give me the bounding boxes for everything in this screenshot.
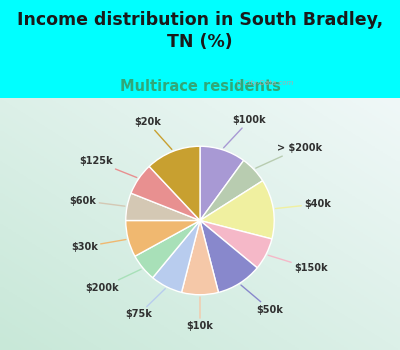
Wedge shape	[126, 220, 200, 256]
Wedge shape	[200, 146, 244, 220]
Text: $75k: $75k	[125, 289, 165, 320]
Text: $100k: $100k	[224, 115, 266, 148]
Text: $40k: $40k	[276, 199, 331, 209]
Text: $60k: $60k	[70, 196, 125, 206]
Wedge shape	[149, 146, 200, 220]
Text: Multirace residents: Multirace residents	[120, 79, 280, 94]
Wedge shape	[135, 220, 200, 278]
Text: $30k: $30k	[71, 239, 126, 252]
Text: $125k: $125k	[79, 156, 137, 177]
Text: $50k: $50k	[241, 285, 283, 315]
Text: $150k: $150k	[268, 255, 328, 273]
Text: $10k: $10k	[186, 297, 214, 331]
Wedge shape	[200, 220, 272, 268]
Text: > $200k: > $200k	[256, 144, 322, 168]
Text: $20k: $20k	[134, 118, 172, 149]
Wedge shape	[126, 193, 200, 220]
Wedge shape	[153, 220, 200, 292]
Wedge shape	[200, 220, 257, 292]
Wedge shape	[131, 166, 200, 220]
Wedge shape	[200, 160, 263, 220]
Wedge shape	[200, 181, 274, 239]
Text: $200k: $200k	[85, 269, 141, 293]
Text: ⓘ City-Data.com: ⓘ City-Data.com	[237, 79, 293, 86]
Text: Income distribution in South Bradley,
TN (%): Income distribution in South Bradley, TN…	[17, 11, 383, 51]
Wedge shape	[182, 220, 218, 295]
